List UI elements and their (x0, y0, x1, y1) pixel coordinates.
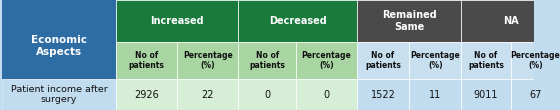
FancyBboxPatch shape (116, 42, 178, 79)
Text: 11: 11 (429, 90, 441, 100)
Text: Percentage
(%): Percentage (%) (183, 51, 233, 70)
Text: 67: 67 (529, 90, 542, 100)
FancyBboxPatch shape (2, 0, 116, 110)
FancyBboxPatch shape (296, 42, 357, 79)
FancyBboxPatch shape (239, 42, 296, 79)
Text: Percentage
(%): Percentage (%) (410, 51, 460, 70)
FancyBboxPatch shape (511, 79, 560, 110)
Text: Patient income after
surgery: Patient income after surgery (11, 85, 108, 104)
Text: 0: 0 (323, 90, 329, 100)
FancyBboxPatch shape (296, 79, 357, 110)
Text: Economic
Aspects: Economic Aspects (31, 35, 87, 57)
FancyBboxPatch shape (116, 79, 178, 110)
FancyBboxPatch shape (511, 42, 560, 79)
Text: 0: 0 (264, 90, 270, 100)
Text: Increased: Increased (151, 16, 204, 26)
Text: NA: NA (503, 16, 519, 26)
FancyBboxPatch shape (357, 79, 409, 110)
Text: No of
patients: No of patients (249, 51, 285, 70)
FancyBboxPatch shape (178, 42, 239, 79)
FancyBboxPatch shape (357, 0, 461, 42)
Text: Percentage
(%): Percentage (%) (511, 51, 560, 70)
Text: 2926: 2926 (134, 90, 159, 100)
Text: Decreased: Decreased (269, 16, 326, 26)
FancyBboxPatch shape (461, 0, 560, 42)
Text: No of
patients: No of patients (468, 51, 504, 70)
Text: 9011: 9011 (474, 90, 498, 100)
Text: No of
patients: No of patients (129, 51, 165, 70)
Text: No of
patients: No of patients (365, 51, 401, 70)
FancyBboxPatch shape (239, 0, 357, 42)
FancyBboxPatch shape (2, 79, 116, 110)
FancyBboxPatch shape (357, 42, 409, 79)
FancyBboxPatch shape (239, 79, 296, 110)
Text: 1522: 1522 (371, 90, 395, 100)
Text: Remained
Same: Remained Same (382, 10, 436, 32)
FancyBboxPatch shape (409, 79, 461, 110)
FancyBboxPatch shape (409, 42, 461, 79)
Text: 22: 22 (202, 90, 214, 100)
FancyBboxPatch shape (461, 79, 511, 110)
Text: Percentage
(%): Percentage (%) (302, 51, 351, 70)
FancyBboxPatch shape (116, 0, 239, 42)
FancyBboxPatch shape (461, 42, 511, 79)
FancyBboxPatch shape (178, 79, 239, 110)
